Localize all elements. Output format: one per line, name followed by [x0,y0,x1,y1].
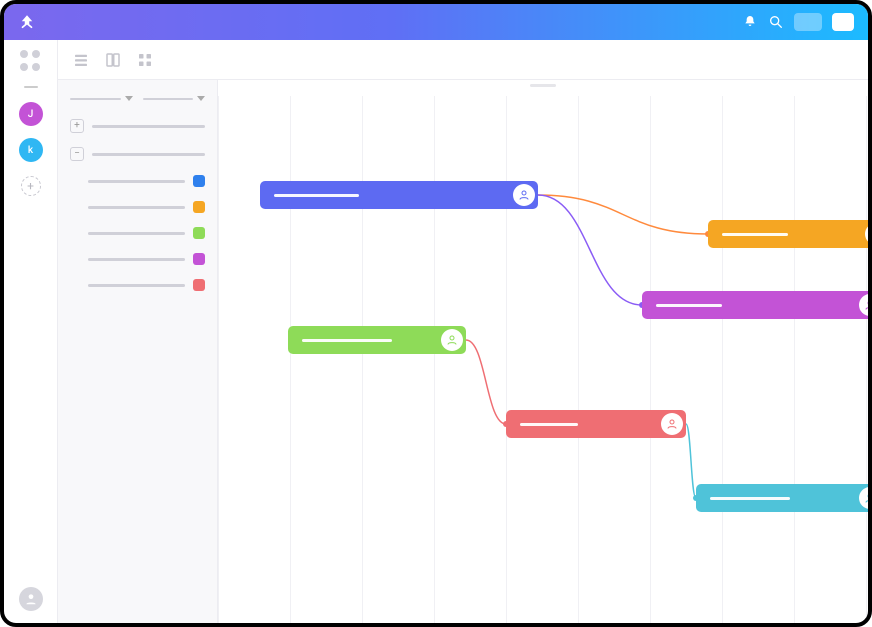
left-rail: Jk + [4,40,58,623]
topbar-button-a[interactable] [794,13,822,31]
sidebar: + − [58,80,218,623]
grid-view-icon[interactable] [136,51,154,69]
gantt-task[interactable] [260,181,538,209]
expand-icon[interactable]: + [70,119,84,133]
sidebar-item[interactable] [88,175,205,187]
assignee-avatar-icon[interactable] [859,487,868,509]
profile-icon[interactable] [19,587,43,611]
sidebar-item[interactable] [88,227,205,239]
add-workspace-button[interactable]: + [21,176,41,196]
list-view-icon[interactable] [72,51,90,69]
gantt-task[interactable] [642,291,868,319]
view-bar [58,40,868,80]
topbar-actions [742,13,854,31]
assignee-avatar-icon[interactable] [441,329,463,351]
collapse-icon[interactable]: − [70,147,84,161]
content: + − [58,40,868,623]
sidebar-item[interactable] [88,201,205,213]
sidebar-group-collapsed[interactable]: + [70,119,205,133]
app-frame: Jk + [0,0,872,627]
gantt-task[interactable] [288,326,466,354]
status-color-swatch [193,227,205,239]
status-color-swatch [193,201,205,213]
assignee-avatar-icon[interactable] [661,413,683,435]
body: Jk + [4,40,868,623]
filter-dropdown-a[interactable] [70,96,133,101]
assignee-avatar-icon[interactable] [513,184,535,206]
logo-icon[interactable] [18,13,36,31]
bell-icon[interactable] [742,14,758,30]
sidebar-item[interactable] [88,279,205,291]
panel-drag-handle[interactable] [530,84,556,87]
assignee-avatar-icon[interactable] [865,223,868,245]
gantt-task[interactable] [708,220,868,248]
gantt-task[interactable] [696,484,868,512]
main: + − [58,80,868,623]
sidebar-item[interactable] [88,253,205,265]
search-icon[interactable] [768,14,784,30]
assignee-avatar-icon[interactable] [859,294,868,316]
board-view-icon[interactable] [104,51,122,69]
apps-icon[interactable] [20,50,42,72]
status-color-swatch [193,279,205,291]
rail-divider [24,86,38,88]
gantt-task[interactable] [506,410,686,438]
topbar-button-b[interactable] [832,13,854,31]
workspace-avatar[interactable]: J [19,102,43,126]
sidebar-group-expanded[interactable]: − [70,147,205,161]
topbar [4,4,868,40]
gantt-grid [218,96,868,623]
filter-dropdown-b[interactable] [143,96,206,101]
gantt-area[interactable] [218,80,868,623]
sidebar-filters [70,96,205,101]
status-color-swatch [193,175,205,187]
status-color-swatch [193,253,205,265]
workspace-avatar[interactable]: k [19,138,43,162]
